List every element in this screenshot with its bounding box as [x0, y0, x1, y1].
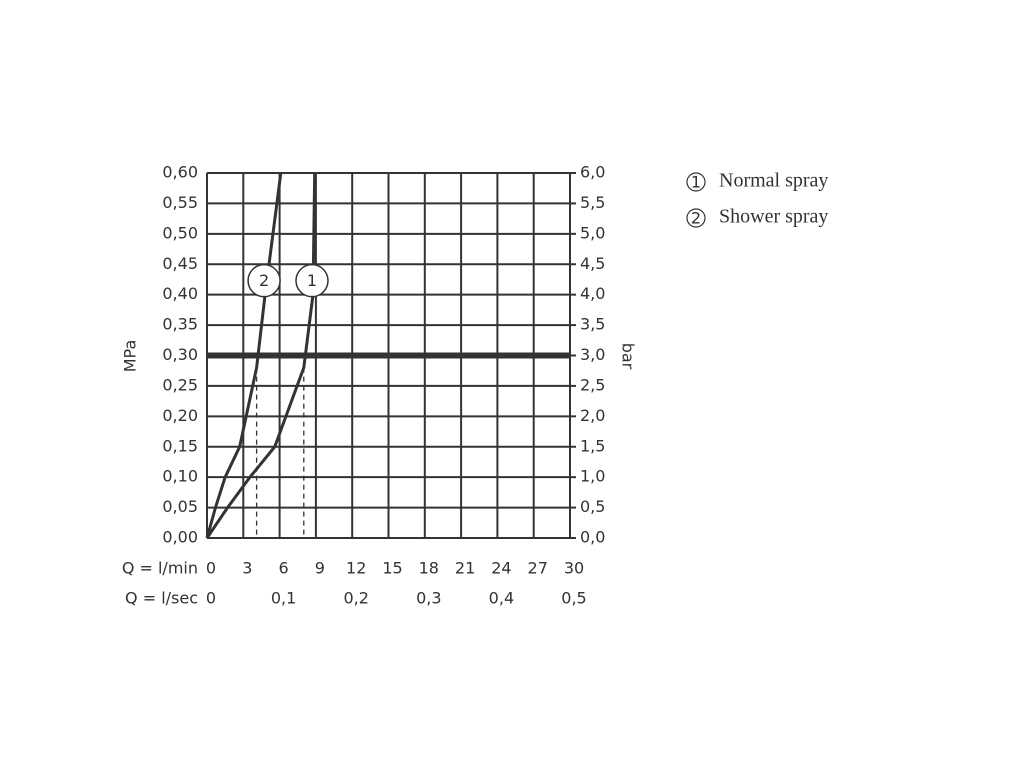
curve-badge: [295, 263, 329, 298]
y2-tick-label: 1,5: [580, 436, 605, 455]
y2-tick-label: 4,5: [580, 254, 605, 273]
y2-tick-label: 0,0: [580, 528, 605, 547]
legend-label: Normal spray: [719, 170, 828, 192]
curve-badge: [247, 263, 281, 298]
y2-tick-label: 2,5: [580, 375, 605, 394]
y2-tick-label: 4,0: [580, 284, 605, 303]
y-tick-label: 0,50: [162, 223, 198, 242]
curve-badge-label: 2: [259, 271, 269, 290]
y2-tick-label: 6,0: [580, 163, 605, 182]
y-axis-label: MPa: [121, 340, 140, 373]
y-tick-label: 0,40: [162, 284, 198, 303]
x-tick-label: 18: [419, 559, 439, 578]
y2-tick-label: 2,0: [580, 406, 605, 425]
x2-tick-label: 0,5: [561, 589, 586, 608]
y-tick-label: 0,25: [162, 375, 198, 394]
x-tick-label: 3: [242, 559, 252, 578]
x-tick-label: 0: [206, 559, 216, 578]
y-tick-label: 0,15: [162, 436, 198, 455]
y2-tick-label: 5,0: [580, 223, 605, 242]
y-tick-label: 0,55: [162, 193, 198, 212]
y-tick-label: 0,00: [162, 528, 198, 547]
x2-tick-label: 0,2: [343, 589, 368, 608]
y-tick-label: 0,05: [162, 497, 198, 516]
curve-badge-label: 1: [307, 271, 317, 290]
y2-axis-label: bar: [619, 343, 638, 370]
legend-badge-label: 1: [691, 173, 701, 192]
legend-label: Shower spray: [719, 206, 828, 228]
x2-tick-label: 0,1: [271, 589, 296, 608]
legend-badge: [686, 208, 706, 228]
y-tick-label: 0,20: [162, 406, 198, 425]
x-tick-label: 9: [315, 559, 325, 578]
y-tick-label: 0,30: [162, 345, 198, 364]
y-tick-label: 0,45: [162, 254, 198, 273]
y-tick-label: 0,10: [162, 467, 198, 486]
y-tick-label: 0,60: [162, 163, 198, 182]
x-tick-label: 24: [491, 559, 511, 578]
x-tick-label: 30: [564, 559, 584, 578]
y2-tick-label: 1,0: [580, 467, 605, 486]
x-tick-label: 6: [279, 559, 289, 578]
y2-tick-label: 3,5: [580, 315, 605, 334]
legend-badge-label: 2: [691, 209, 701, 228]
x-tick-label: 15: [382, 559, 402, 578]
x-row-label: Q = l/min: [122, 559, 198, 578]
x-tick-label: 12: [346, 559, 366, 578]
x-tick-label: 27: [528, 559, 548, 578]
x2-tick-label: 0,3: [416, 589, 441, 608]
legend-badge: [686, 172, 706, 192]
x2-tick-label: 0: [206, 589, 216, 608]
x2-row-label: Q = l/sec: [125, 589, 198, 608]
y2-tick-label: 3,0: [580, 345, 605, 364]
x2-tick-label: 0,4: [489, 589, 514, 608]
x-tick-label: 21: [455, 559, 475, 578]
y2-tick-label: 0,5: [580, 497, 605, 516]
y2-tick-label: 5,5: [580, 193, 605, 212]
y-tick-label: 0,35: [162, 315, 198, 334]
